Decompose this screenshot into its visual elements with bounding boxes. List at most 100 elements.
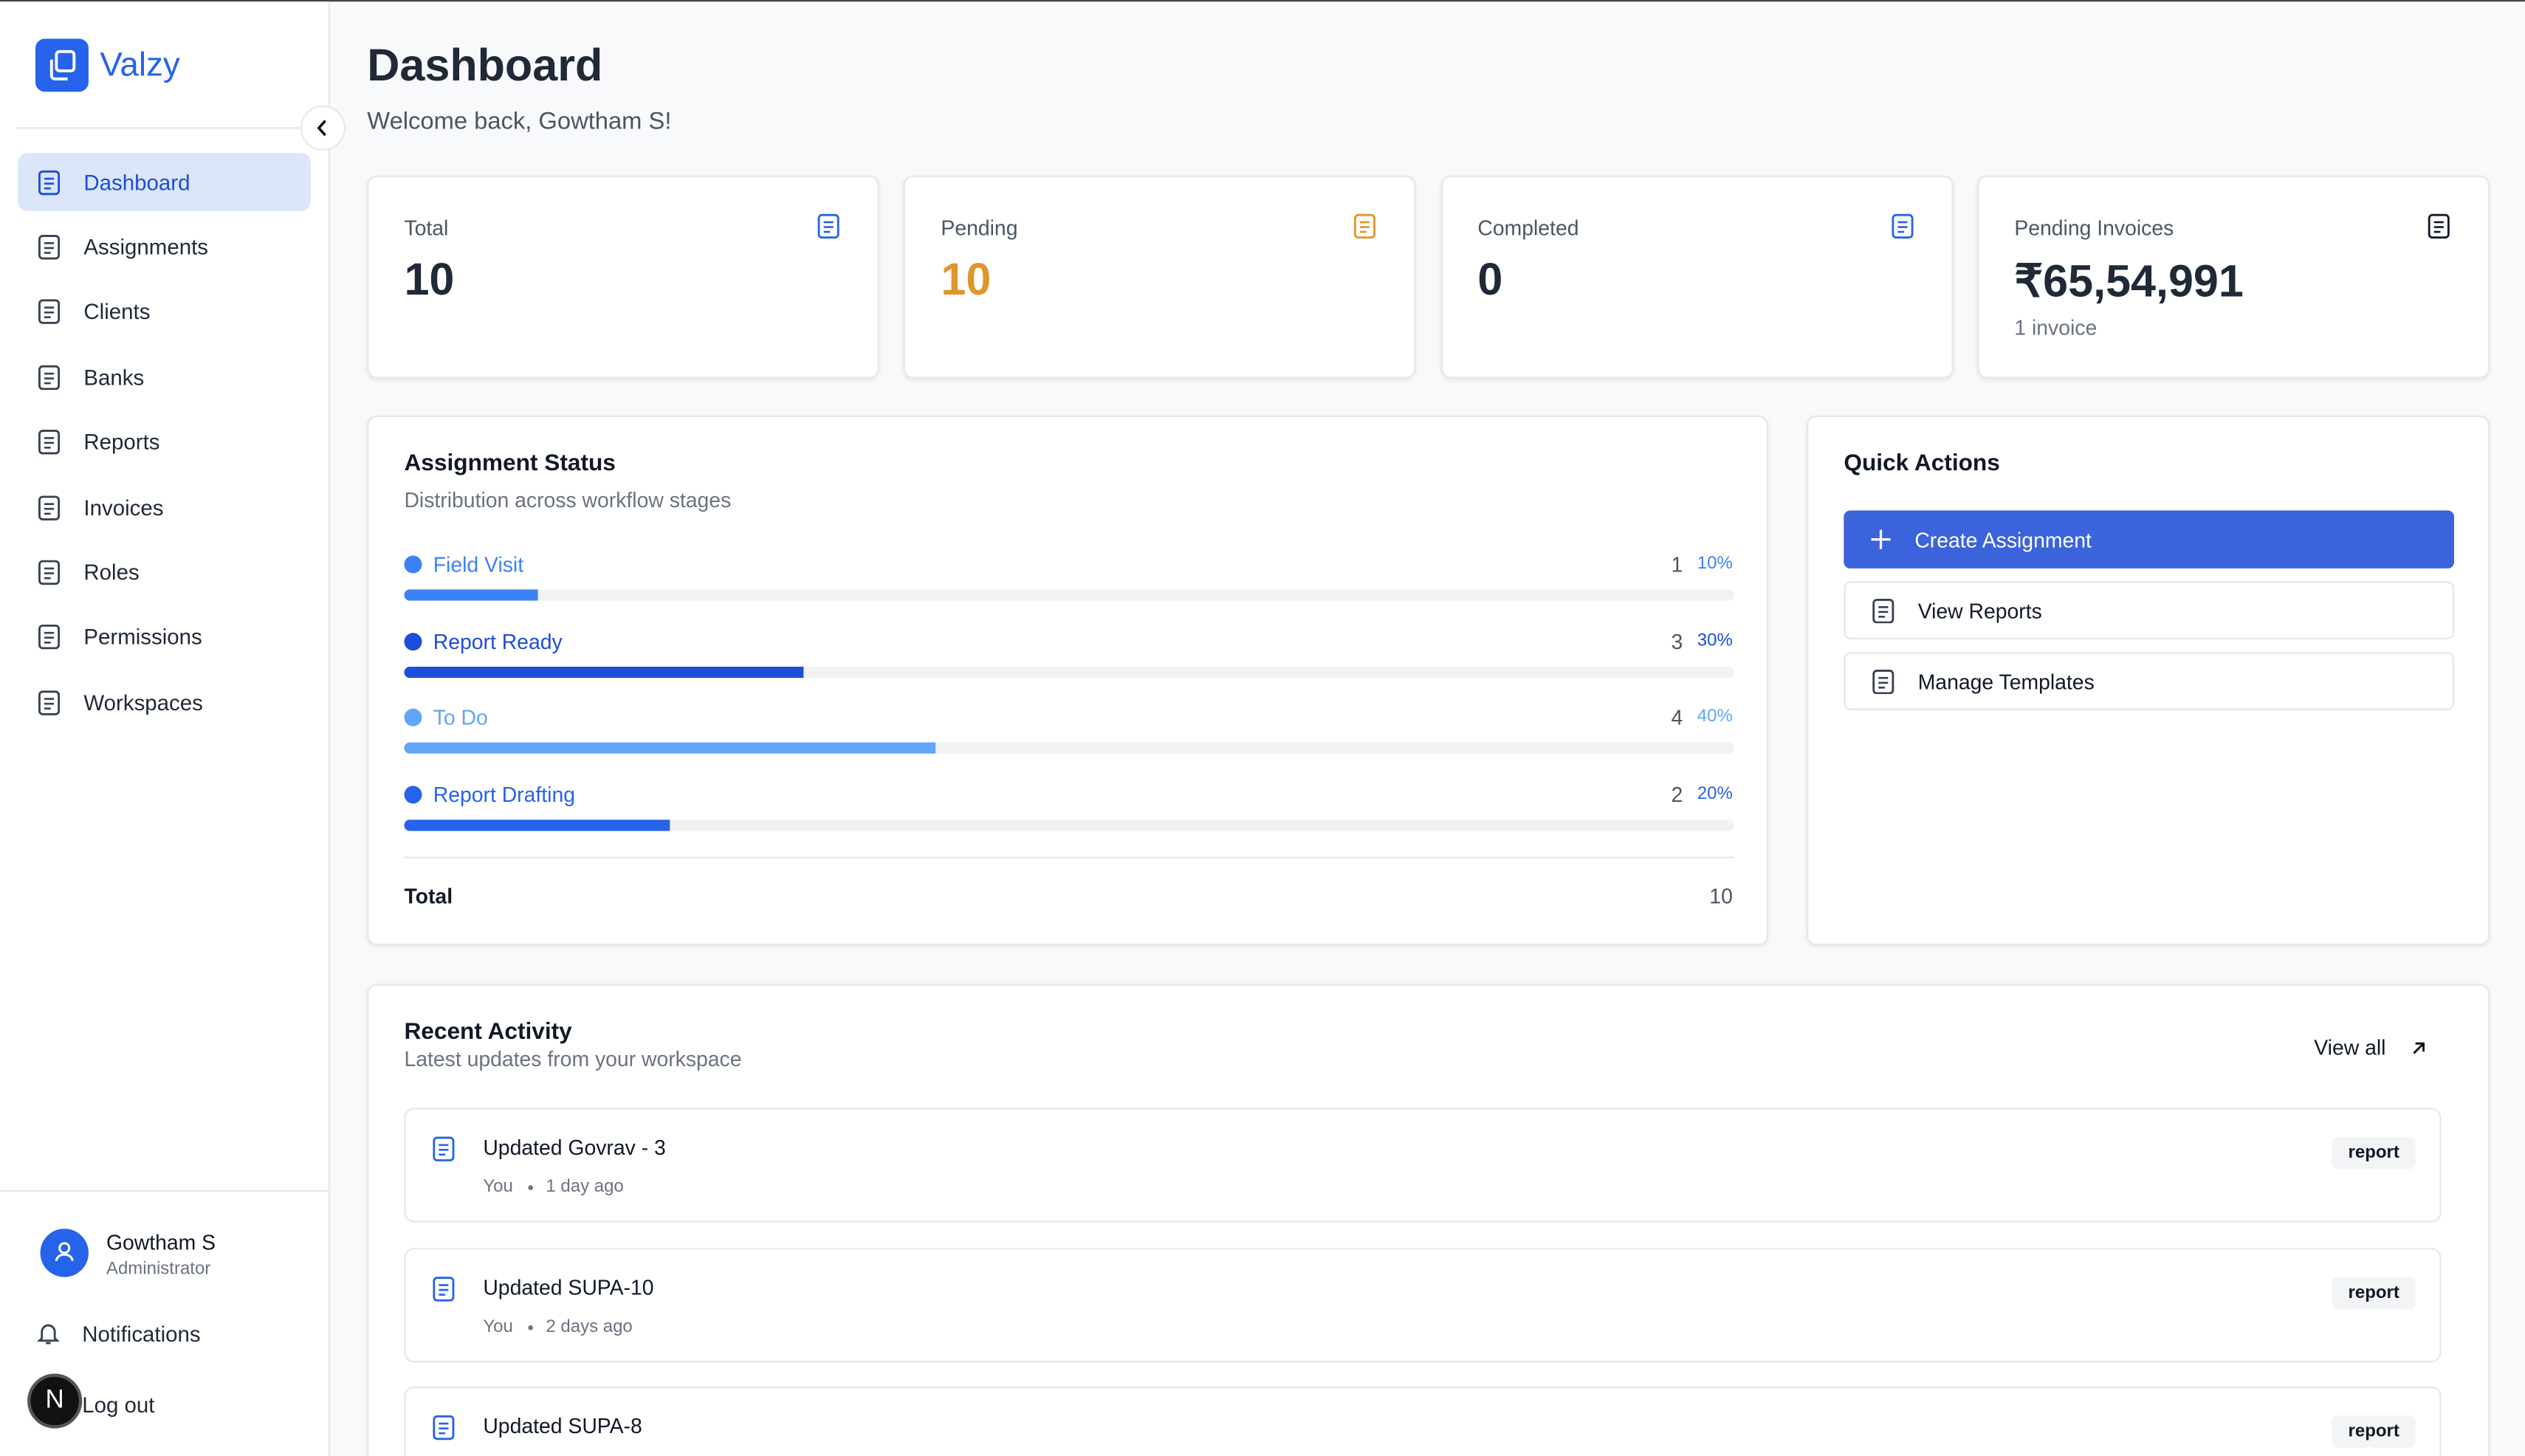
stage-percent: 20% — [1697, 784, 1733, 804]
stat-value: 10 — [941, 254, 992, 305]
activity-tag: report — [2332, 1276, 2416, 1309]
status-card: Assignment Status Distribution across wo… — [367, 415, 1768, 946]
nav-item[interactable]: Banks — [18, 348, 311, 407]
nav-label: Assignments — [83, 235, 209, 259]
activity-title: Updated Govrav - 3 — [483, 1135, 666, 1160]
activity-time: 1 day ago — [546, 1177, 624, 1197]
activity-time: 2 days ago — [546, 1316, 633, 1336]
nav-item[interactable]: Invoices — [18, 478, 311, 537]
icon — [2428, 213, 2450, 239]
notifications-link[interactable]: Notifications — [18, 1305, 311, 1363]
nav-item[interactable]: Dashboard — [17, 153, 311, 211]
nav-item[interactable]: Clients — [18, 283, 311, 341]
stat-icon — [1352, 213, 1379, 248]
stat-icon — [1889, 213, 1916, 248]
bell-icon — [37, 1324, 60, 1345]
stat-value: 10 — [404, 254, 455, 305]
stat-label: Total — [404, 216, 449, 240]
stage-name: To Do — [433, 706, 488, 730]
activity-item: Updated SUPA-8 report — [404, 1387, 2442, 1456]
action-label: Manage Templates — [1917, 669, 2095, 693]
stat-card: Pending Invoices ₹65,54,991 1 invoice — [1977, 175, 2490, 379]
icon — [1872, 670, 1894, 695]
quick-actions-card: Quick Actions Create Assignment View Repo… — [1807, 415, 2490, 946]
activity-user: You — [483, 1177, 513, 1197]
activity-title: Updated SUPA-8 — [483, 1414, 642, 1439]
icon — [1354, 213, 1376, 239]
view-all-link[interactable]: View all — [2314, 1035, 2428, 1060]
stage-track — [404, 666, 1735, 678]
nav-item[interactable]: Assignments — [18, 218, 311, 276]
stat-value: 0 — [1477, 254, 1503, 305]
action-label: Create Assignment — [1914, 527, 2092, 552]
icon — [38, 169, 61, 195]
status-subtitle: Distribution across workflow stages — [404, 487, 732, 512]
nav-label: Invoices — [83, 495, 164, 520]
stat-icon — [815, 213, 842, 248]
stat-value: ₹65,54,991 — [2014, 255, 2244, 306]
stat-note: 1 invoice — [2014, 315, 2098, 340]
brand-logo — [35, 38, 89, 92]
divider — [404, 856, 1735, 859]
activity-user: You — [483, 1316, 513, 1336]
sidebar: Valzy Dashboard Assignments Clients Banks Re… — [0, 1, 346, 1456]
collapse-button[interactable] — [300, 105, 346, 151]
stage-bar — [404, 820, 670, 831]
nav-label: Roles — [83, 560, 140, 585]
icon — [38, 625, 61, 650]
stat-label: Pending Invoices — [2014, 216, 2174, 240]
dev-badge[interactable]: N — [27, 1373, 83, 1429]
nav-label: Dashboard — [83, 170, 190, 194]
nav-label: Reports — [83, 430, 160, 455]
activity-title: Updated SUPA-10 — [483, 1274, 654, 1299]
icon — [433, 1276, 455, 1301]
stat-label: Pending — [941, 216, 1018, 240]
nav-item[interactable]: Workspaces — [18, 673, 311, 732]
notifications-label: Notifications — [82, 1321, 201, 1346]
icon — [1891, 213, 1913, 239]
icon — [38, 234, 61, 260]
stat-card: Total 10 — [367, 175, 879, 379]
icon — [38, 430, 61, 455]
user-role: Administrator — [106, 1259, 211, 1279]
nav-label: Clients — [83, 300, 151, 325]
logout-link[interactable]: Log out — [18, 1376, 311, 1434]
view-all-label: View all — [2314, 1035, 2386, 1060]
stage-dot — [404, 632, 422, 650]
stage-track — [404, 589, 1735, 601]
nav-item[interactable]: Permissions — [18, 608, 311, 667]
nav-label: Banks — [83, 365, 145, 390]
nav-item[interactable]: Reports — [18, 413, 311, 472]
action-button[interactable]: Manage Templates — [1844, 652, 2454, 710]
stage-track — [404, 743, 1735, 755]
status-title: Assignment Status — [404, 450, 616, 477]
activity-icon — [430, 1136, 457, 1171]
icon — [38, 300, 61, 325]
activity-card: Recent Activity Latest updates from your… — [367, 983, 2490, 1456]
stage-count: 4 — [1671, 706, 1683, 730]
divider — [0, 1189, 329, 1192]
action-button[interactable]: Create Assignment — [1844, 510, 2454, 569]
total-value: 10 — [1709, 884, 1733, 909]
icon — [38, 495, 61, 520]
stage-percent: 30% — [1697, 631, 1733, 650]
stage-percent: 40% — [1697, 707, 1733, 727]
nav-item[interactable]: Roles — [18, 543, 311, 602]
arrow-icon — [2412, 1041, 2425, 1054]
stat-icon — [2425, 213, 2452, 248]
action-label: View Reports — [1917, 598, 2042, 622]
activity-icon — [430, 1275, 457, 1311]
activity-item: Updated Govrav - 3 You 1 day ago report — [404, 1108, 2442, 1223]
icon — [38, 365, 61, 390]
activity-subtitle: Latest updates from your workspace — [404, 1046, 742, 1071]
stage-name: Report Ready — [433, 629, 563, 653]
stage-name: Report Drafting — [433, 783, 575, 807]
stage-bar — [404, 666, 803, 678]
stage-dot — [404, 786, 422, 804]
total-label: Total — [404, 884, 453, 909]
stat-card: Pending 10 — [904, 175, 1416, 379]
stage-percent: 10% — [1697, 554, 1733, 574]
action-button[interactable]: View Reports — [1844, 581, 2454, 639]
